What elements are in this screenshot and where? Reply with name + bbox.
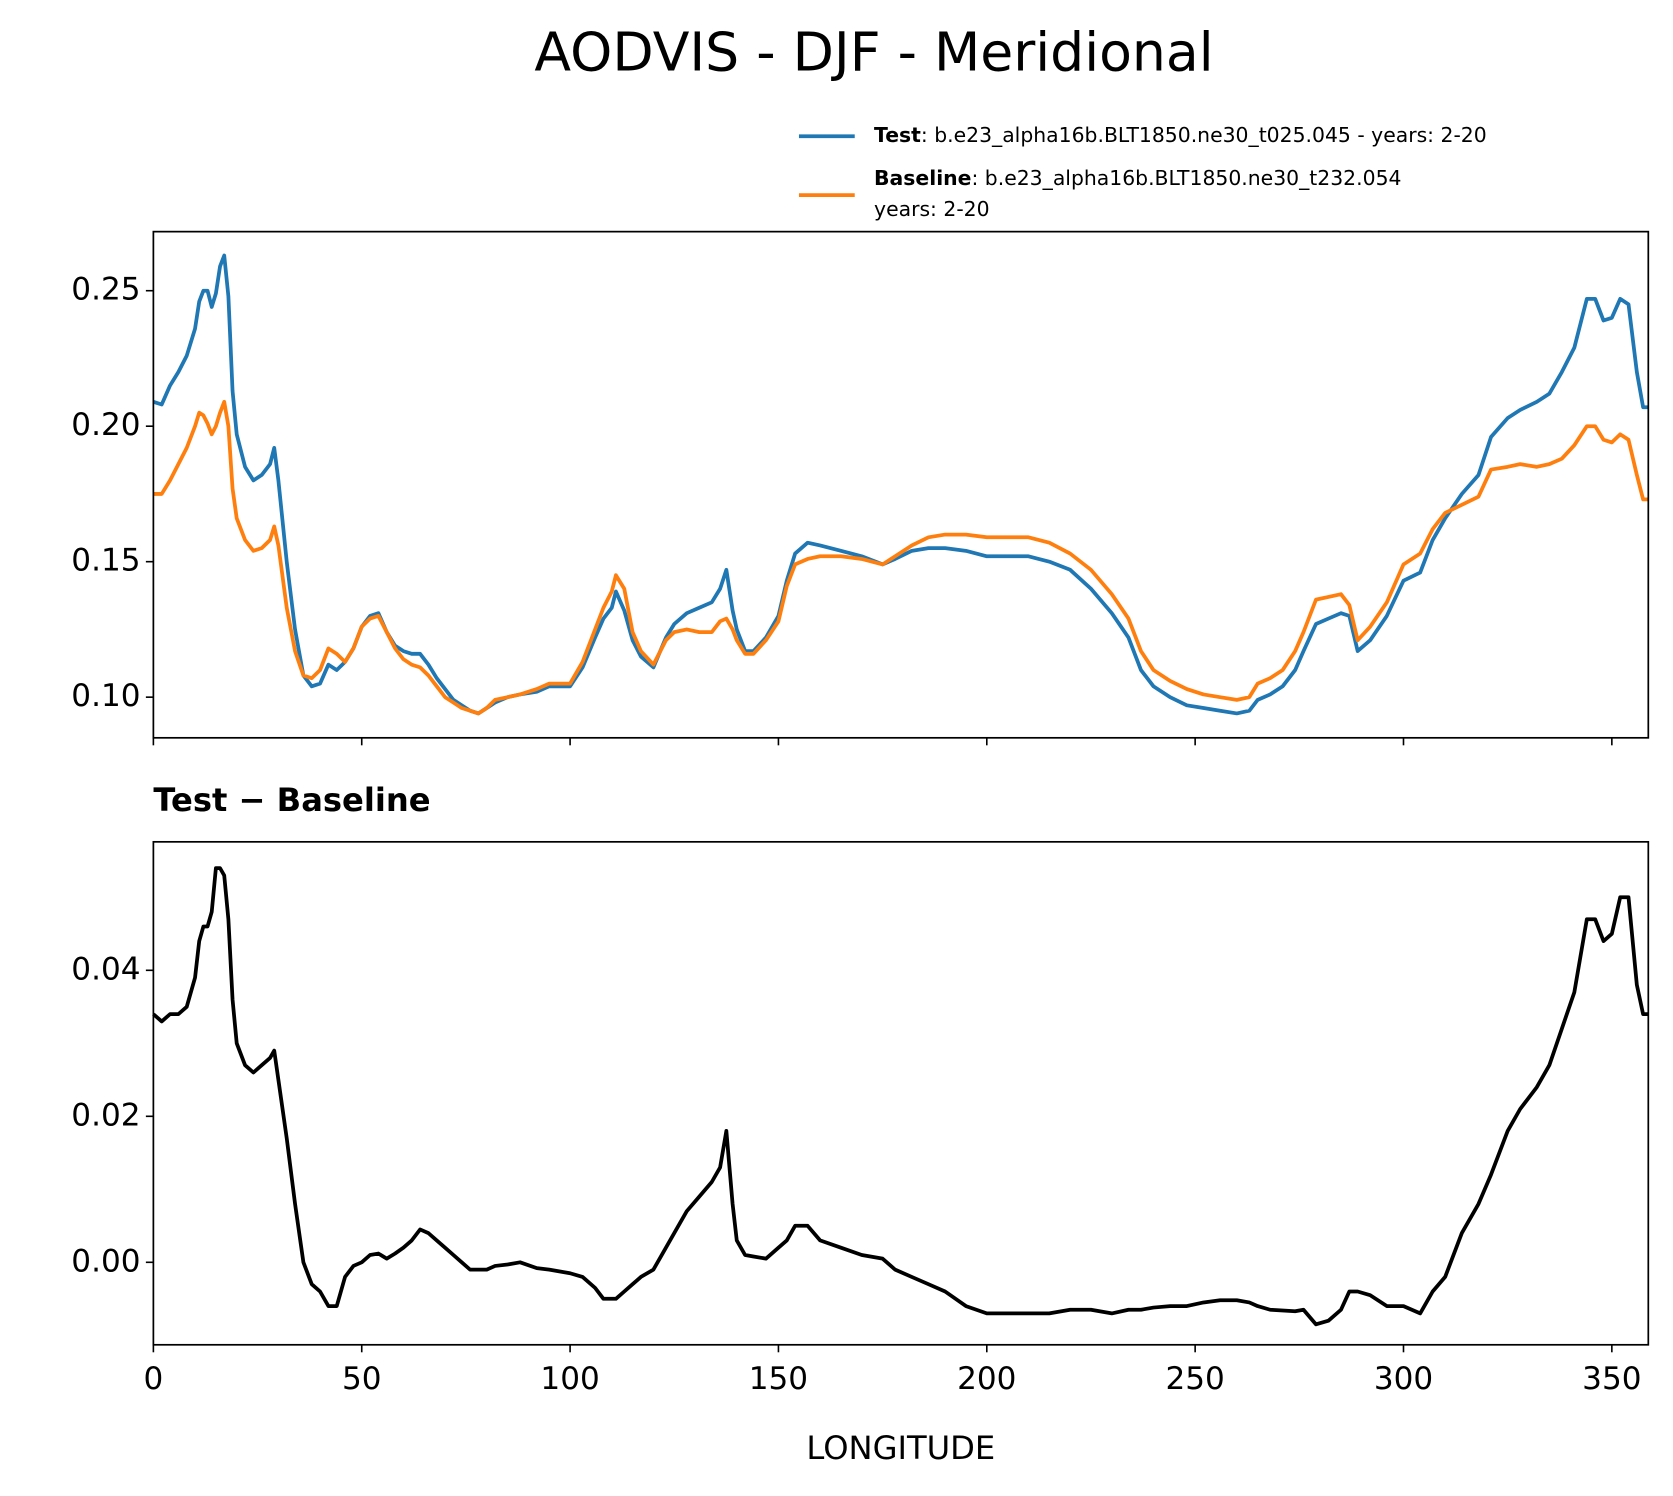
legend-text: years: 2-20 — [874, 197, 990, 221]
y-tick-label: 0.15 — [71, 543, 140, 579]
x-tick-label: 150 — [749, 1361, 808, 1397]
legend-name: Baseline — [874, 166, 971, 190]
figure-title: AODVIS - DJF - Meridional — [534, 20, 1213, 83]
y-tick-label: 0.02 — [71, 1097, 140, 1133]
x-tick-label: 0 — [143, 1361, 163, 1397]
x-tick-label: 50 — [342, 1361, 382, 1397]
y-tick-label: 0.20 — [71, 407, 140, 443]
axes-frame — [152, 840, 1650, 1346]
y-tick-label: 0.10 — [71, 678, 140, 714]
legend-text: : b.e23_alpha16b.BLT1850.ne30_t025.045 -… — [921, 123, 1487, 148]
y-tick-label: 0.25 — [71, 272, 140, 308]
legend-label: Test: b.e23_alpha16b.BLT1850.ne30_t025.0… — [874, 123, 1487, 148]
data-line — [153, 399, 1649, 716]
x-tick-label: 200 — [957, 1361, 1016, 1397]
y-tick-label: 0.00 — [71, 1243, 140, 1279]
x-tick-label: 250 — [1165, 1361, 1224, 1397]
axes-frame — [152, 230, 1650, 739]
x-tick-label: 350 — [1582, 1361, 1641, 1397]
data-line — [152, 253, 1649, 716]
legend-text: : b.e23_alpha16b.BLT1850.ne30_t232.054 — [971, 166, 1401, 191]
data-line — [152, 866, 1649, 1327]
x-axis-label: LONGITUDE — [806, 1429, 995, 1467]
legend-name: Test — [874, 123, 921, 147]
axes-title: Test − Baseline — [153, 781, 430, 819]
y-tick-label: 0.04 — [71, 951, 140, 987]
x-tick-label: 100 — [540, 1361, 599, 1397]
legend-label: Baseline: b.e23_alpha16b.BLT1850.ne30_t2… — [874, 166, 1401, 191]
x-tick-label: 300 — [1374, 1361, 1433, 1397]
